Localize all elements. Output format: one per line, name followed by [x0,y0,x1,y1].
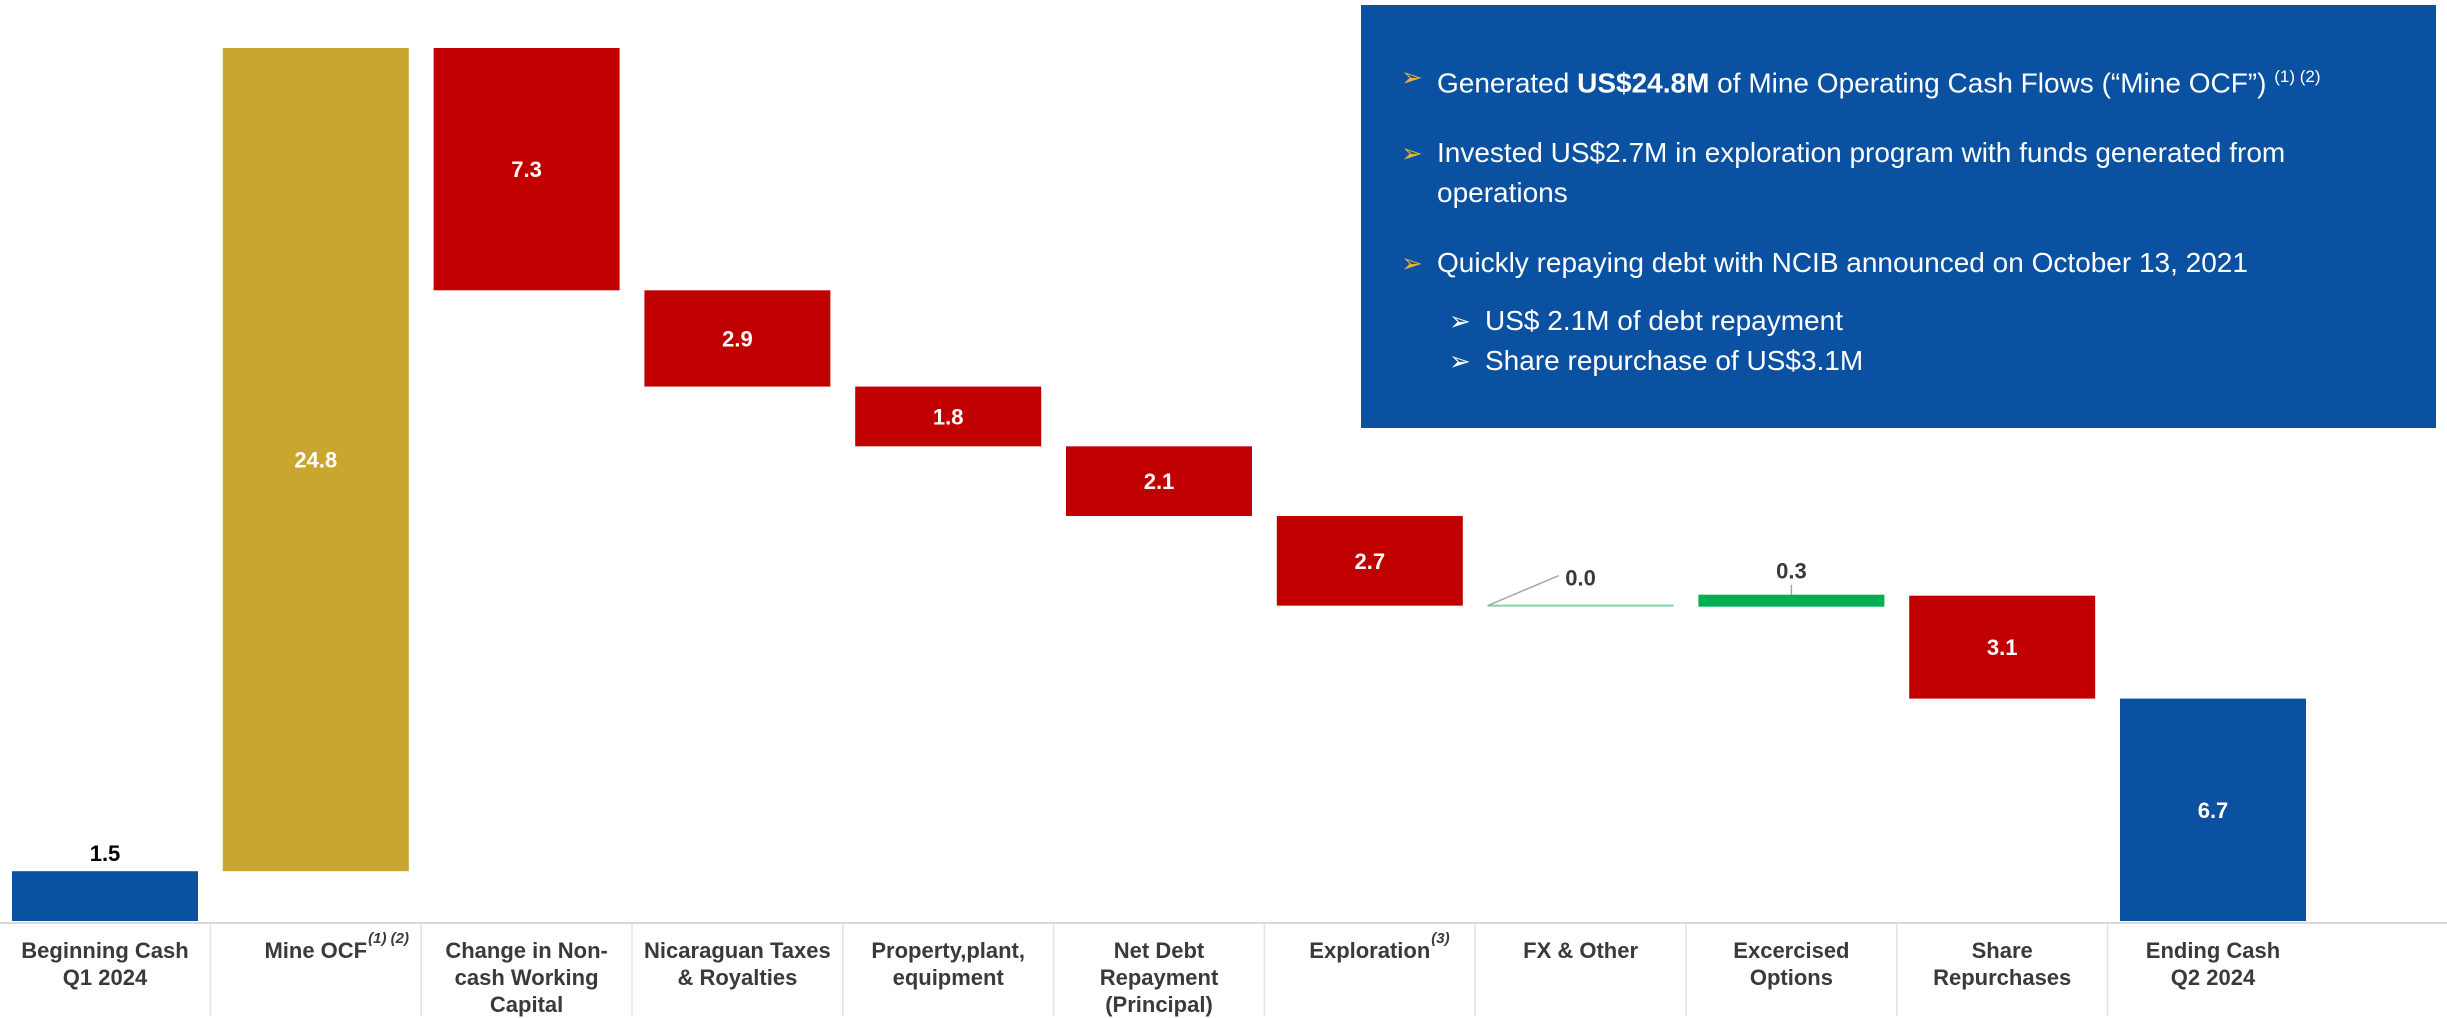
waterfall-bar [1909,595,2096,699]
waterfall-bar [644,290,831,387]
x-tick-label-line: Change in Non- [445,938,608,963]
x-tick-label: Mine OCF (1) (2) [264,930,409,963]
footnote-ref: (1) (2) [368,930,409,947]
waterfall-bar [12,871,198,921]
bar-value-label: 1.8 [933,404,964,429]
x-tick-label-line: Excercised [1733,938,1849,963]
waterfall-bar [855,386,1042,447]
bar-value-label: 6.7 [2198,798,2229,823]
x-tick-label-line: Share [1972,938,2033,963]
summary-text: Quickly repaying debt with NCIB announce… [1437,247,2248,279]
bar-value-label: 1.5 [90,841,121,866]
waterfall-bar [1066,446,1252,517]
x-tick-label-line: Mine OCF [264,938,367,963]
summary-sub-bullet: ➢ Share repurchase of US$3.1M [1449,341,2396,381]
x-tick-label: Property,plant,equipment [871,938,1025,990]
x-tick-label-line: Net Debt [1114,938,1205,963]
bar-value-label: 7.3 [511,157,542,182]
x-tick-label-line: Q2 2024 [2171,965,2256,990]
x-tick-label: FX & Other [1523,938,1638,963]
summary-sub-list: ➢ US$ 2.1M of debt repayment ➢ Share rep… [1449,301,2396,381]
arrow-bullet-icon: ➢ [1401,248,1423,279]
footnote-ref: (1) (2) [2274,67,2321,86]
arrow-bullet-icon: ➢ [1449,306,1471,337]
x-tick-label-line: Q1 2024 [63,965,148,990]
x-tick-label-line: Capital [490,992,563,1017]
bar-value-label: 2.9 [722,326,753,351]
summary-text: Invested US$2.7M in exploration program … [1437,137,2286,209]
x-tick-label-line: equipment [893,965,1005,990]
summary-sub-text: US$ 2.1M of debt repayment [1485,305,1843,337]
waterfall-bar [222,48,409,872]
waterfall-bar [1698,594,1885,607]
summary-bullet-debt: ➢ Quickly repaying debt with NCIB announ… [1401,243,2396,283]
footnote-ref: (3) [1431,930,1449,947]
x-tick-label: Exploration (3) [1309,930,1449,963]
x-tick-label-line: Exploration [1309,938,1430,963]
bar-value-label: 0.0 [1565,566,1596,591]
x-tick-label-line: Nicaraguan Taxes [644,938,831,963]
bar-value-label: 24.8 [294,448,337,473]
x-tick-label: Nicaraguan Taxes& Royalties [644,938,831,990]
x-tick-label-line: Property,plant, [871,938,1025,963]
arrow-bullet-icon: ➢ [1401,138,1423,169]
x-tick-label-line: Repayment [1100,965,1219,990]
bar-value-label: 2.1 [1144,469,1175,494]
bar-value-label: 3.1 [1987,635,2018,660]
bar-value-label: 0.3 [1776,559,1807,584]
summary-sub-text: Share repurchase of US$3.1M [1485,345,1864,377]
waterfall-bar [433,48,620,291]
arrow-bullet-icon: ➢ [1449,346,1471,377]
x-tick-label-line: (Principal) [1105,992,1213,1017]
x-tick-label-line: Ending Cash [2146,938,2280,963]
summary-sub-bullet: ➢ US$ 2.1M of debt repayment [1449,301,2396,341]
chart-value-labels: 1.5 24.8 7.3 2.9 1.8 2.1 2.7 0.0 0.3 3.1 6.7 [90,157,2229,866]
x-tick-label-line: cash Working [455,965,599,990]
summary-text: Generated [1437,67,1578,99]
bar-value-label: 2.7 [1355,549,1386,574]
summary-bullet-mine-ocf: ➢ Generated US$24.8M of Mine Operating C… [1401,57,2396,103]
summary-bullet-exploration: ➢ Invested US$2.7M in exploration progra… [1401,133,2396,213]
x-tick-label-line: FX & Other [1523,938,1638,963]
x-tick-label-line: & Royalties [677,965,797,990]
x-tick-label-line: Repurchases [1933,965,2071,990]
summary-callout: ➢ Generated US$24.8M of Mine Operating C… [1361,5,2436,428]
waterfall-bar [1276,516,1463,606]
arrow-bullet-icon: ➢ [1401,62,1423,92]
summary-text: of Mine Operating Cash Flows (“Mine OCF”… [1709,67,2267,99]
x-tick-label-line: Beginning Cash [21,938,188,963]
x-tick-label-line: Options [1750,965,1833,990]
waterfall-bar [2120,698,2306,921]
summary-highlight: US$24.8M [1577,67,1710,99]
chart-bars [12,48,2306,921]
leader-line [1487,574,1559,607]
